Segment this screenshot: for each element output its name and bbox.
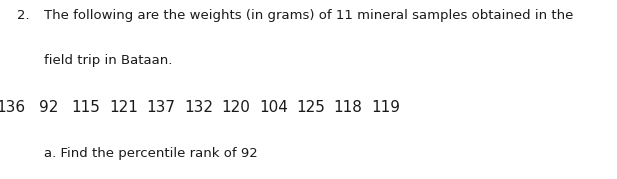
Text: 132: 132 — [184, 100, 213, 115]
Text: 118: 118 — [334, 100, 363, 115]
Text: 2.: 2. — [17, 9, 30, 22]
Text: 136: 136 — [0, 100, 26, 115]
Text: The following are the weights (in grams) of 11 mineral samples obtained in the: The following are the weights (in grams)… — [44, 9, 574, 22]
Text: 104: 104 — [259, 100, 288, 115]
Text: field trip in Bataan.: field trip in Bataan. — [44, 54, 173, 67]
Text: 120: 120 — [222, 100, 251, 115]
Text: 115: 115 — [72, 100, 101, 115]
Text: 119: 119 — [371, 100, 400, 115]
Text: 121: 121 — [109, 100, 138, 115]
Text: 92: 92 — [39, 100, 58, 115]
Text: 125: 125 — [296, 100, 325, 115]
Text: 137: 137 — [146, 100, 175, 115]
Text: a. Find the percentile rank of 92: a. Find the percentile rank of 92 — [44, 147, 258, 160]
